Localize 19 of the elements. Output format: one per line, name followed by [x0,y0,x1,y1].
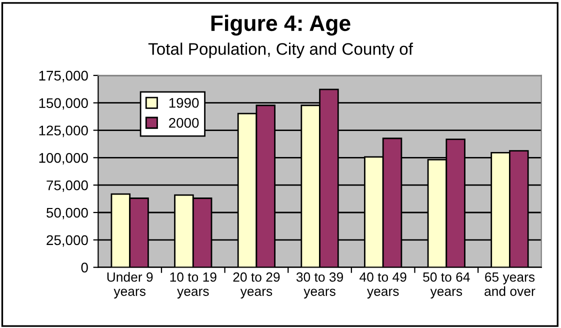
x-tick-label: 20 to 29 years [233,272,280,299]
y-tick-label: 50,000 [46,208,88,220]
y-tick-label: 100,000 [39,153,88,164]
x-tick-label: Under 9 years [107,272,153,299]
chart-title: Figure 4: Age [211,14,350,36]
y-tick-label: 175,000 [39,70,88,82]
y-tick-label: 25,000 [46,235,88,247]
x-tick-label: 65 years and over [484,272,536,296]
chart-subtitle: Total Population, City and County of [148,42,414,58]
y-tick-label: 0 [81,262,88,272]
x-tick-label: 30 to 39 years [296,272,343,299]
legend-label: 2000 [169,118,199,128]
y-tick-label: 75,000 [46,180,88,192]
x-tick-label: 50 to 64 years [423,272,470,299]
legend-label: 1990 [169,98,199,108]
x-tick-label: 10 to 19 years [170,272,216,299]
x-tick-label: 40 to 49 years [360,272,406,299]
y-tick-label: 150,000 [39,98,88,110]
y-tick-label: 125,000 [39,126,88,138]
